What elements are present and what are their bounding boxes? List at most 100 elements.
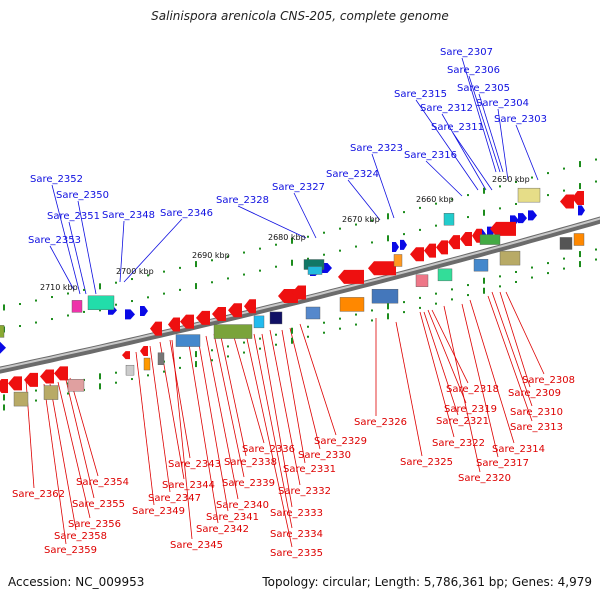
leader-line	[515, 124, 539, 181]
scale-tick	[483, 209, 485, 216]
scale-tick	[499, 285, 501, 288]
leader-line	[487, 295, 533, 422]
gene-label-reverse: Sare_2339	[222, 478, 275, 489]
reverse-gene-arrow	[572, 191, 584, 206]
gene-label-forward: Sare_2327	[272, 182, 325, 193]
gene-label-forward: Sare_2352	[30, 174, 83, 185]
scale-tick	[211, 349, 213, 352]
gene-label-forward: Sare_2312	[420, 103, 473, 114]
gene-label-forward: Sare_2348	[102, 210, 155, 221]
cds-block	[305, 306, 321, 320]
leader-line	[452, 132, 493, 191]
gene-label-reverse: Sare_2334	[270, 529, 323, 540]
scale-tick	[467, 216, 469, 219]
leader-line	[499, 291, 531, 388]
scale-tick	[131, 300, 133, 303]
gene-label-reverse: Sare_2332	[278, 486, 331, 497]
scale-tick	[371, 319, 373, 322]
gene-label-forward: Sare_2304	[476, 98, 529, 109]
scale-tick	[195, 351, 197, 358]
scale-tick	[243, 341, 245, 344]
gene-label-reverse: Sare_2318	[446, 384, 499, 395]
scale-tick	[595, 180, 597, 183]
scale-tick	[147, 274, 149, 277]
gene-label-reverse: Sare_2344	[162, 480, 215, 491]
leader-line	[347, 179, 381, 221]
reverse-gene-arrow	[180, 314, 194, 329]
scale-tick	[179, 288, 181, 291]
cds-block	[253, 315, 265, 329]
scale-tick	[83, 310, 85, 313]
gene-label-reverse: Sare_2347	[148, 493, 201, 504]
cds-block	[157, 352, 165, 365]
gene-label-reverse: Sare_2354	[76, 477, 129, 488]
reverse-gene-arrow	[122, 351, 130, 360]
gene-label-forward: Sare_2307	[440, 47, 493, 58]
scale-tick	[259, 247, 261, 250]
scale-tick	[403, 211, 405, 214]
gene-label-reverse: Sare_2345	[170, 540, 223, 551]
gene-label-reverse: Sare_2314	[492, 444, 545, 455]
gene-label-reverse: Sare_2329	[314, 436, 367, 447]
scale-tick	[323, 231, 325, 234]
gene-label-forward: Sare_2316	[404, 150, 457, 161]
gene-label-reverse: Sare_2320	[458, 473, 511, 484]
scale-tick	[355, 245, 357, 248]
scale-tick	[547, 172, 549, 175]
scale-tick	[291, 259, 293, 266]
gene-label-reverse: Sare_2308	[522, 375, 575, 386]
gene-label-reverse: Sare_2310	[510, 407, 563, 418]
leader-line	[49, 383, 77, 531]
gene-label-reverse: Sare_2355	[72, 499, 125, 510]
gene-label-reverse: Sare_2326	[354, 417, 407, 428]
scale-tick	[115, 281, 117, 284]
scale-tick	[483, 187, 485, 194]
scale-tick	[451, 288, 453, 291]
scale-tick	[211, 359, 213, 362]
scale-tick	[275, 265, 277, 268]
scale-tick	[307, 235, 309, 238]
scale-tick	[595, 258, 597, 261]
scale-tick	[275, 333, 277, 336]
cds-block	[559, 237, 573, 250]
leader-line	[419, 311, 455, 438]
leader-line	[431, 309, 469, 384]
scale-tick	[3, 404, 5, 411]
scale-tick	[403, 233, 405, 236]
gene-label-forward: Sare_2324	[326, 169, 379, 180]
reverse-gene-arrow	[560, 194, 574, 209]
leader-line	[169, 339, 191, 459]
scale-tick	[163, 270, 165, 273]
scale-tick	[499, 207, 501, 210]
gene-label-reverse: Sare_2362	[12, 489, 65, 500]
leader-line	[197, 337, 229, 512]
scale-tick	[451, 298, 453, 301]
gene-label-reverse: Sare_2319	[444, 404, 497, 415]
gene-features	[0, 187, 585, 407]
leader-line	[461, 57, 497, 173]
leader-line	[415, 99, 479, 191]
scale-tick	[307, 257, 309, 260]
reverse-gene-arrow	[40, 369, 54, 384]
scale-tick	[419, 228, 421, 231]
reverse-gene-arrow	[168, 317, 180, 332]
cds-block	[473, 258, 489, 272]
scale-tick	[547, 272, 549, 275]
gene-label-reverse: Sare_2340	[216, 500, 269, 511]
leader-line	[427, 309, 467, 404]
scale-tick	[355, 223, 357, 226]
reverse-gene-arrow	[140, 345, 148, 356]
scale-tick	[131, 378, 133, 381]
gene-label-forward: Sare_2311	[431, 122, 484, 133]
scale-tick	[19, 303, 21, 306]
leader-line	[149, 345, 171, 493]
scale-tick	[99, 373, 101, 380]
reverse-gene-arrow	[472, 228, 482, 243]
scale-tick	[323, 331, 325, 334]
scale-tick	[211, 281, 213, 284]
gene-label-forward: Sare_2328	[216, 195, 269, 206]
reverse-gene-arrow	[292, 285, 306, 300]
forward-gene-arrow	[518, 213, 527, 224]
scale-label: 2680 kbp	[268, 233, 306, 242]
scale-tick	[483, 277, 485, 284]
